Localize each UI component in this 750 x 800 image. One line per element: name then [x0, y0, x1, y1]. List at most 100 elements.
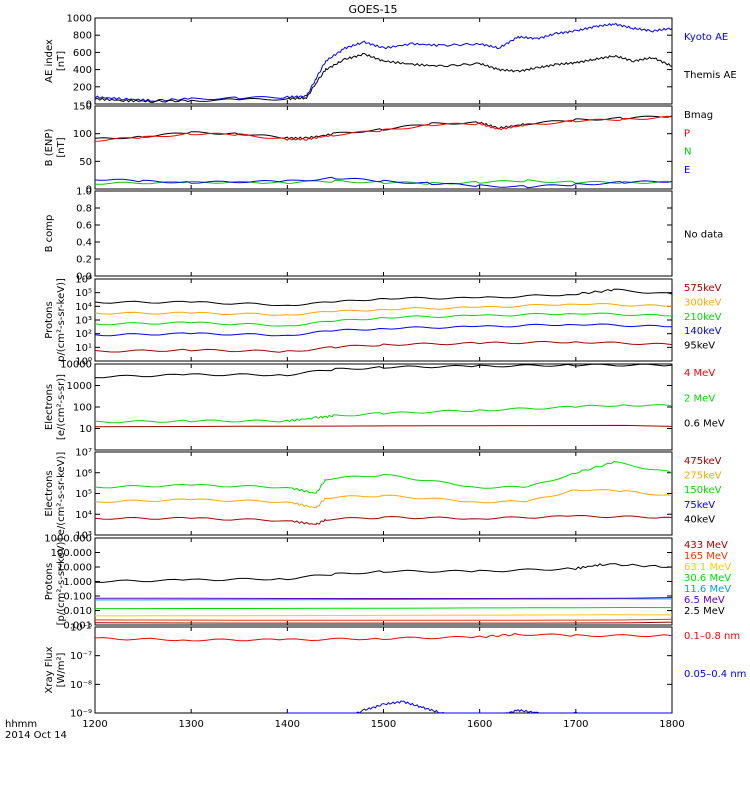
series-line-bfield-bmag: [94, 115, 673, 140]
y-axis-unit-protons_kev: p/(cm²-s-sr-keV)]: [56, 278, 67, 362]
series-line-protons_mev-63-1-mev: [94, 614, 673, 617]
x-tick-label: 1300: [178, 719, 203, 730]
series-line-electrons_mev-2-mev: [94, 404, 673, 424]
y-tick-label-bcomp: 0.6: [76, 221, 92, 232]
series-line-electrons_kev-275kev: [94, 489, 673, 509]
y-tick-label-protons_kev: 10⁵: [75, 288, 92, 299]
series-line-ae-kyoto-ae: [94, 22, 673, 102]
legend-label-bfield: Bmag: [684, 110, 713, 121]
plot-title: GOES-15: [348, 3, 397, 16]
legend-label-protons_kev: 300keV: [684, 297, 722, 308]
series-line-protons_kev-575kev: [94, 288, 673, 307]
series-line-ae-themis-ae: [94, 53, 673, 104]
legend-label-protons_mev: 11.6 MeV: [684, 584, 731, 595]
y-tick-label-bcomp: 1.0: [76, 187, 92, 198]
legend-label-protons_mev: 30.6 MeV: [684, 573, 731, 584]
y-tick-label-ae: 1000: [67, 14, 92, 25]
y-tick-label-protons_mev: 100.000: [51, 548, 92, 559]
series-line-bfield-e: [94, 176, 673, 189]
series-line-protons_kev-95kev: [94, 340, 673, 353]
series-line-xray-0-1-0-8-nm: [94, 632, 673, 642]
series-line-protons_mev-11-6-mev: [95, 598, 673, 601]
panel-frame-bfield: [94, 105, 673, 190]
legend-label-protons_kev: 140keV: [684, 326, 722, 337]
y-tick-label-xray: 10⁻⁷: [70, 651, 92, 662]
y-tick-label-electrons_kev: 10³: [75, 531, 92, 542]
series-line-protons_kev-210kev: [94, 312, 673, 327]
series-line-protons_mev-30-6-mev: [95, 606, 673, 610]
series-line-protons_kev-300kev: [94, 302, 673, 316]
y-axis-label-ae: AE index: [44, 39, 55, 83]
panel-frame-bcomp: [94, 190, 673, 277]
legend-label-electrons_kev: 475keV: [684, 456, 722, 467]
panel-frame-protons_kev: [94, 278, 673, 362]
x-tick-label: 1400: [275, 719, 300, 730]
y-tick-label-electrons_mev: 10000: [60, 360, 92, 371]
series-line-protons_mev-433-mev: [94, 621, 673, 624]
y-tick-label-electrons_mev: 10: [79, 424, 92, 435]
y-tick-label-protons_kev: 10³: [75, 316, 92, 327]
y-axis-unit-xray: [W/m²]: [56, 652, 67, 687]
legend-label-electrons_mev: 2 MeV: [684, 393, 715, 404]
y-axis-label-bcomp: B comp: [44, 215, 55, 253]
legend-label-protons_kev: 210keV: [684, 312, 722, 323]
y-tick-label-bcomp: 0.0: [76, 272, 92, 283]
legend-label-bfield: P: [684, 128, 690, 139]
y-tick-label-bcomp: 0.8: [76, 204, 92, 215]
panel-frame-electrons_kev: [94, 451, 673, 536]
y-tick-label-electrons_kev: 10⁶: [75, 468, 92, 479]
y-axis-label-electrons_kev: Electrons: [44, 470, 55, 516]
legend-label-bcomp: No data: [684, 230, 723, 241]
panel-frame-electrons_mev: [94, 363, 673, 451]
y-tick-label-electrons_mev: 100: [73, 403, 92, 414]
y-tick-label-ae: 800: [73, 31, 92, 42]
y-tick-label-bfield: 50: [79, 157, 92, 168]
y-axis-label-xray: Xray Flux: [44, 646, 55, 693]
legend-label-ae: Themis AE: [683, 70, 737, 81]
legend-label-ae: Kyoto AE: [684, 32, 728, 43]
legend-label-protons_mev: 63.1 MeV: [684, 562, 731, 573]
y-tick-label-electrons_kev: 10⁷: [75, 448, 92, 459]
series-line-protons_mev-2-5-mev: [94, 563, 673, 583]
y-tick-label-bcomp: 0.2: [76, 255, 92, 266]
y-tick-label-xray: 10⁻⁸: [70, 680, 92, 691]
legend-label-protons_mev: 2.5 MeV: [684, 606, 725, 617]
legend-label-xray: 0.05–0.4 nm: [684, 669, 746, 680]
y-tick-label-protons_kev: 10²: [75, 329, 92, 340]
legend-label-electrons_kev: 75keV: [684, 500, 715, 511]
y-tick-label-protons_mev: 0.100: [63, 592, 92, 603]
series-line-electrons_mev-0-6-mev: [94, 363, 673, 379]
time-label: hhmm: [5, 719, 37, 730]
legend-label-electrons_kev: 275keV: [684, 471, 722, 482]
y-tick-label-xray: 10⁻⁹: [70, 709, 92, 720]
y-tick-label-electrons_mev: 1000: [67, 381, 92, 392]
y-axis-label-protons_kev: Protons: [44, 301, 55, 338]
legend-label-electrons_kev: 150keV: [684, 485, 722, 496]
y-tick-label-protons_mev: 1.000: [63, 577, 92, 588]
y-axis-label-electrons_mev: Electrons: [44, 384, 55, 430]
legend-label-protons_mev: 6.5 MeV: [684, 595, 725, 606]
y-tick-label-protons_kev: 10⁰: [75, 357, 92, 368]
y-tick-label-protons_mev: 0.010: [63, 606, 92, 617]
x-tick-label: 1700: [563, 719, 588, 730]
y-tick-label-protons_mev: 10.000: [57, 563, 92, 574]
y-axis-unit-electrons_mev: [e/(cm²-s-sr)]: [56, 374, 67, 440]
y-tick-label-bfield: 150: [73, 102, 92, 113]
y-tick-label-bfield: 100: [73, 129, 92, 140]
y-axis-unit-ae: [nT]: [56, 51, 67, 71]
y-axis-unit-protons_mev: [p/(cm²-s-sr-keV)]: [56, 538, 67, 626]
y-tick-label-ae: 600: [73, 48, 92, 59]
y-tick-label-ae: 400: [73, 65, 92, 76]
series-line-bfield-p: [94, 115, 673, 142]
y-tick-label-protons_kev: 10⁴: [75, 302, 92, 313]
y-tick-label-electrons_kev: 10⁵: [75, 489, 92, 500]
legend-label-xray: 0.1–0.8 nm: [684, 631, 740, 642]
y-tick-label-ae: 0: [86, 100, 92, 111]
legend-label-electrons_mev: 0.6 MeV: [684, 419, 725, 430]
panel-frame-protons_mev: [94, 537, 673, 626]
series-line-protons_kev-140kev: [94, 323, 673, 337]
series-line-electrons_mev-noise-red: [94, 424, 673, 428]
x-tick-label: 1800: [659, 719, 684, 730]
x-tick-label: 1200: [82, 719, 107, 730]
